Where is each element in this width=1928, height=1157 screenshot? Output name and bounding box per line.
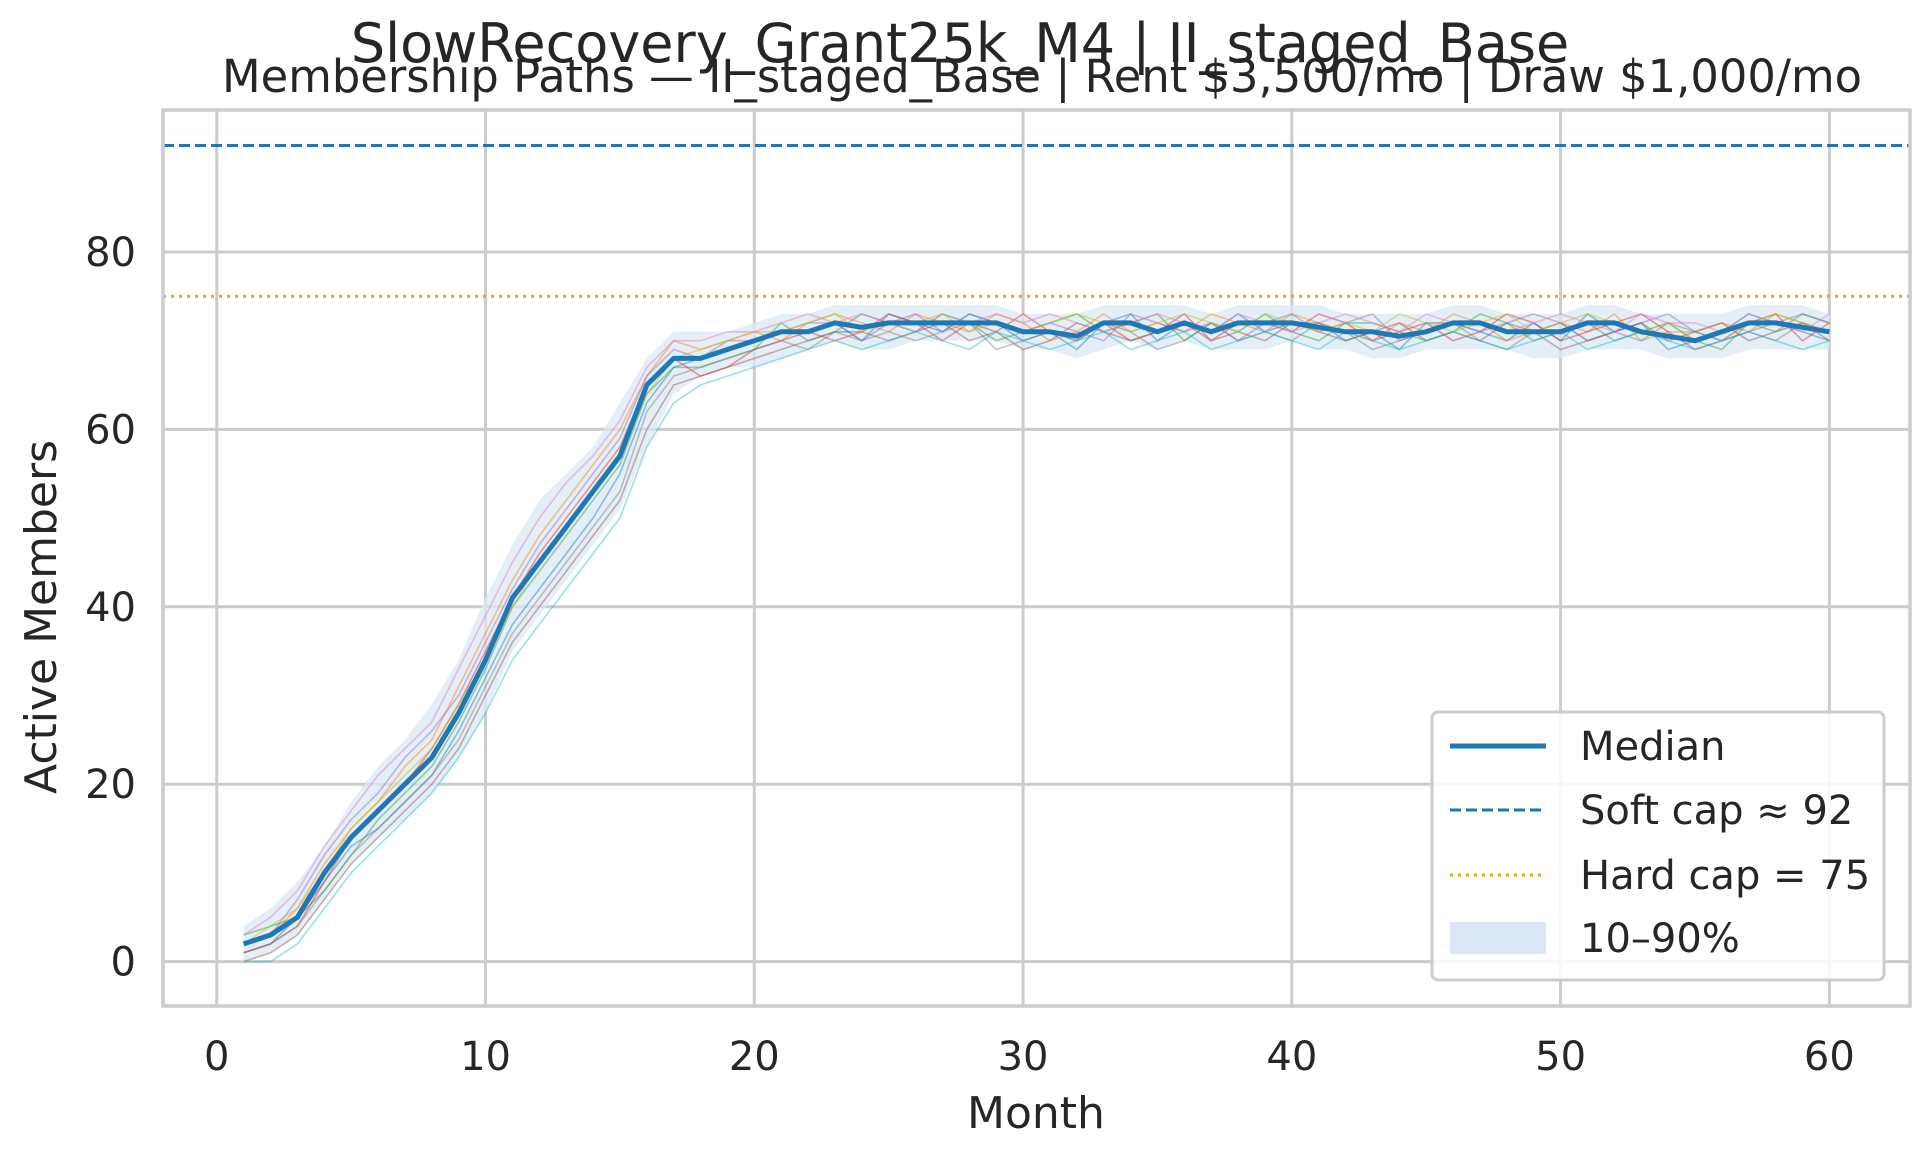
x-tick-label: 20 xyxy=(729,1034,780,1080)
legend-hard-cap-label: Hard cap = 75 xyxy=(1580,853,1870,899)
y-tick-label: 60 xyxy=(85,407,136,453)
chart-title: SlowRecovery_Grant25k_M4 | II_staged_Bas… xyxy=(351,12,1569,75)
grid-lines xyxy=(163,110,1910,1006)
legend: Median Soft cap ≈ 92 Hard cap = 75 10–90… xyxy=(1430,710,1886,982)
x-tick-label: 50 xyxy=(1535,1034,1586,1080)
chart-subtitle: Membership Paths — II_staged_Base | Rent… xyxy=(222,50,1862,103)
reference-lines xyxy=(163,143,1910,298)
legend-soft-cap-label: Soft cap ≈ 92 xyxy=(1580,788,1853,834)
plot-border xyxy=(161,108,1912,1008)
y-tick-label: 80 xyxy=(85,230,136,276)
plot-frame xyxy=(161,108,1912,1008)
simulation-path-line xyxy=(243,312,1830,954)
simulation-path-line xyxy=(243,322,1830,963)
x-tick-label: 10 xyxy=(460,1034,511,1080)
legend-band-label: 10–90% xyxy=(1580,916,1740,962)
simulation-path-line xyxy=(243,313,1830,945)
x-tick-label: 60 xyxy=(1804,1034,1855,1080)
simulation-path-line xyxy=(243,330,1830,963)
simulation-path-line xyxy=(243,313,1830,936)
x-tick-label: 40 xyxy=(1266,1034,1317,1080)
legend-median-label: Median xyxy=(1580,724,1726,770)
simulation-path-line xyxy=(243,321,1830,954)
y-tick-label: 20 xyxy=(85,762,136,808)
legend-box xyxy=(1430,710,1886,982)
y-tick-label: 40 xyxy=(85,585,136,631)
x-tick-label: 0 xyxy=(204,1034,229,1080)
median-line xyxy=(242,320,1830,947)
y-axis-label: Active Members xyxy=(16,440,67,794)
legend-band-swatch xyxy=(1450,922,1546,954)
tick-labels: 0 10 20 30 40 50 60 0 20 40 60 80 xyxy=(85,230,1855,1080)
x-tick-label: 30 xyxy=(998,1034,1049,1080)
y-tick-label: 0 xyxy=(111,940,136,986)
x-axis-label: Month xyxy=(967,1088,1105,1139)
median-series xyxy=(242,320,1830,947)
simulation-path-line xyxy=(243,313,1830,945)
